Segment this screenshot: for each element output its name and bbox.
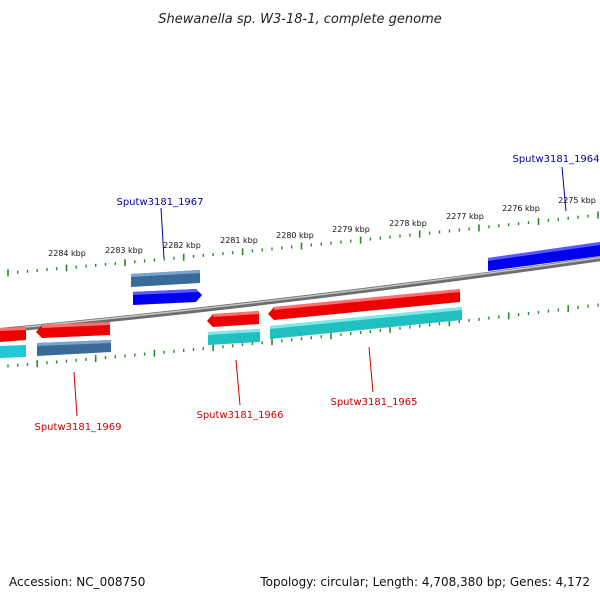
kbp-label-2283: 2283 kbp bbox=[105, 246, 143, 255]
gene-reverse-1965-shine bbox=[270, 307, 462, 329]
cds-reverse-1965[interactable] bbox=[268, 289, 460, 320]
kbp-label-2275: 2275 kbp bbox=[558, 196, 596, 205]
gene-label-1964[interactable]: Sputw3181_1964 bbox=[512, 154, 599, 165]
accession-text: Accession: NC_008750 bbox=[9, 575, 145, 589]
genome-backbone-highlight bbox=[0, 257, 600, 331]
kbp-label-2281: 2281 kbp bbox=[220, 236, 258, 245]
kbp-label-2282: 2282 kbp bbox=[163, 241, 201, 250]
cds-forward-1967-shine bbox=[133, 289, 199, 295]
gene-reverse-left-edge[interactable] bbox=[0, 345, 26, 358]
gene-label-1969[interactable]: Sputw3181_1969 bbox=[34, 422, 121, 433]
kbp-label-2278: 2278 kbp bbox=[389, 219, 427, 228]
gene-label-1966[interactable]: Sputw3181_1966 bbox=[196, 410, 283, 421]
leader-line-1969 bbox=[73, 371, 78, 417]
cds-reverse-left-edge-shine bbox=[0, 327, 26, 331]
gene-label-1965[interactable]: Sputw3181_1965 bbox=[330, 397, 417, 408]
map-title: Shewanella sp. W3-18-1, complete genome bbox=[158, 12, 441, 27]
upper-tick-row bbox=[7, 211, 599, 277]
leader-line-1966 bbox=[235, 359, 241, 406]
genome-backbone bbox=[0, 256, 600, 334]
leader-line-1967 bbox=[160, 207, 165, 259]
gene-reverse-1966-shine bbox=[208, 329, 260, 335]
kbp-label-2277: 2277 kbp bbox=[446, 212, 484, 221]
kbp-label-2276: 2276 kbp bbox=[502, 204, 540, 213]
gene-label-1967[interactable]: Sputw3181_1967 bbox=[116, 197, 203, 208]
kbp-label-2279: 2279 kbp bbox=[332, 225, 370, 234]
gene-forward-1967-shine bbox=[131, 270, 200, 277]
leader-line-1965 bbox=[368, 346, 374, 393]
gene-reverse-1969-shine bbox=[37, 340, 111, 346]
topology-summary: Topology: circular; Length: 4,708,380 bp… bbox=[259, 575, 590, 589]
kbp-label-2280: 2280 kbp bbox=[276, 231, 314, 240]
cds-forward-1964[interactable] bbox=[488, 242, 600, 271]
cds-forward-1964-shine bbox=[488, 242, 600, 261]
leader-line-1964 bbox=[561, 166, 567, 212]
gene-reverse-1965[interactable] bbox=[270, 307, 462, 339]
cds-reverse-1965-shine bbox=[274, 289, 460, 310]
kbp-label-2284: 2284 kbp bbox=[48, 249, 86, 258]
lower-tick-row bbox=[7, 303, 599, 368]
cds-reverse-1969-shine bbox=[42, 322, 110, 328]
cds-reverse-1966-shine bbox=[213, 311, 259, 317]
